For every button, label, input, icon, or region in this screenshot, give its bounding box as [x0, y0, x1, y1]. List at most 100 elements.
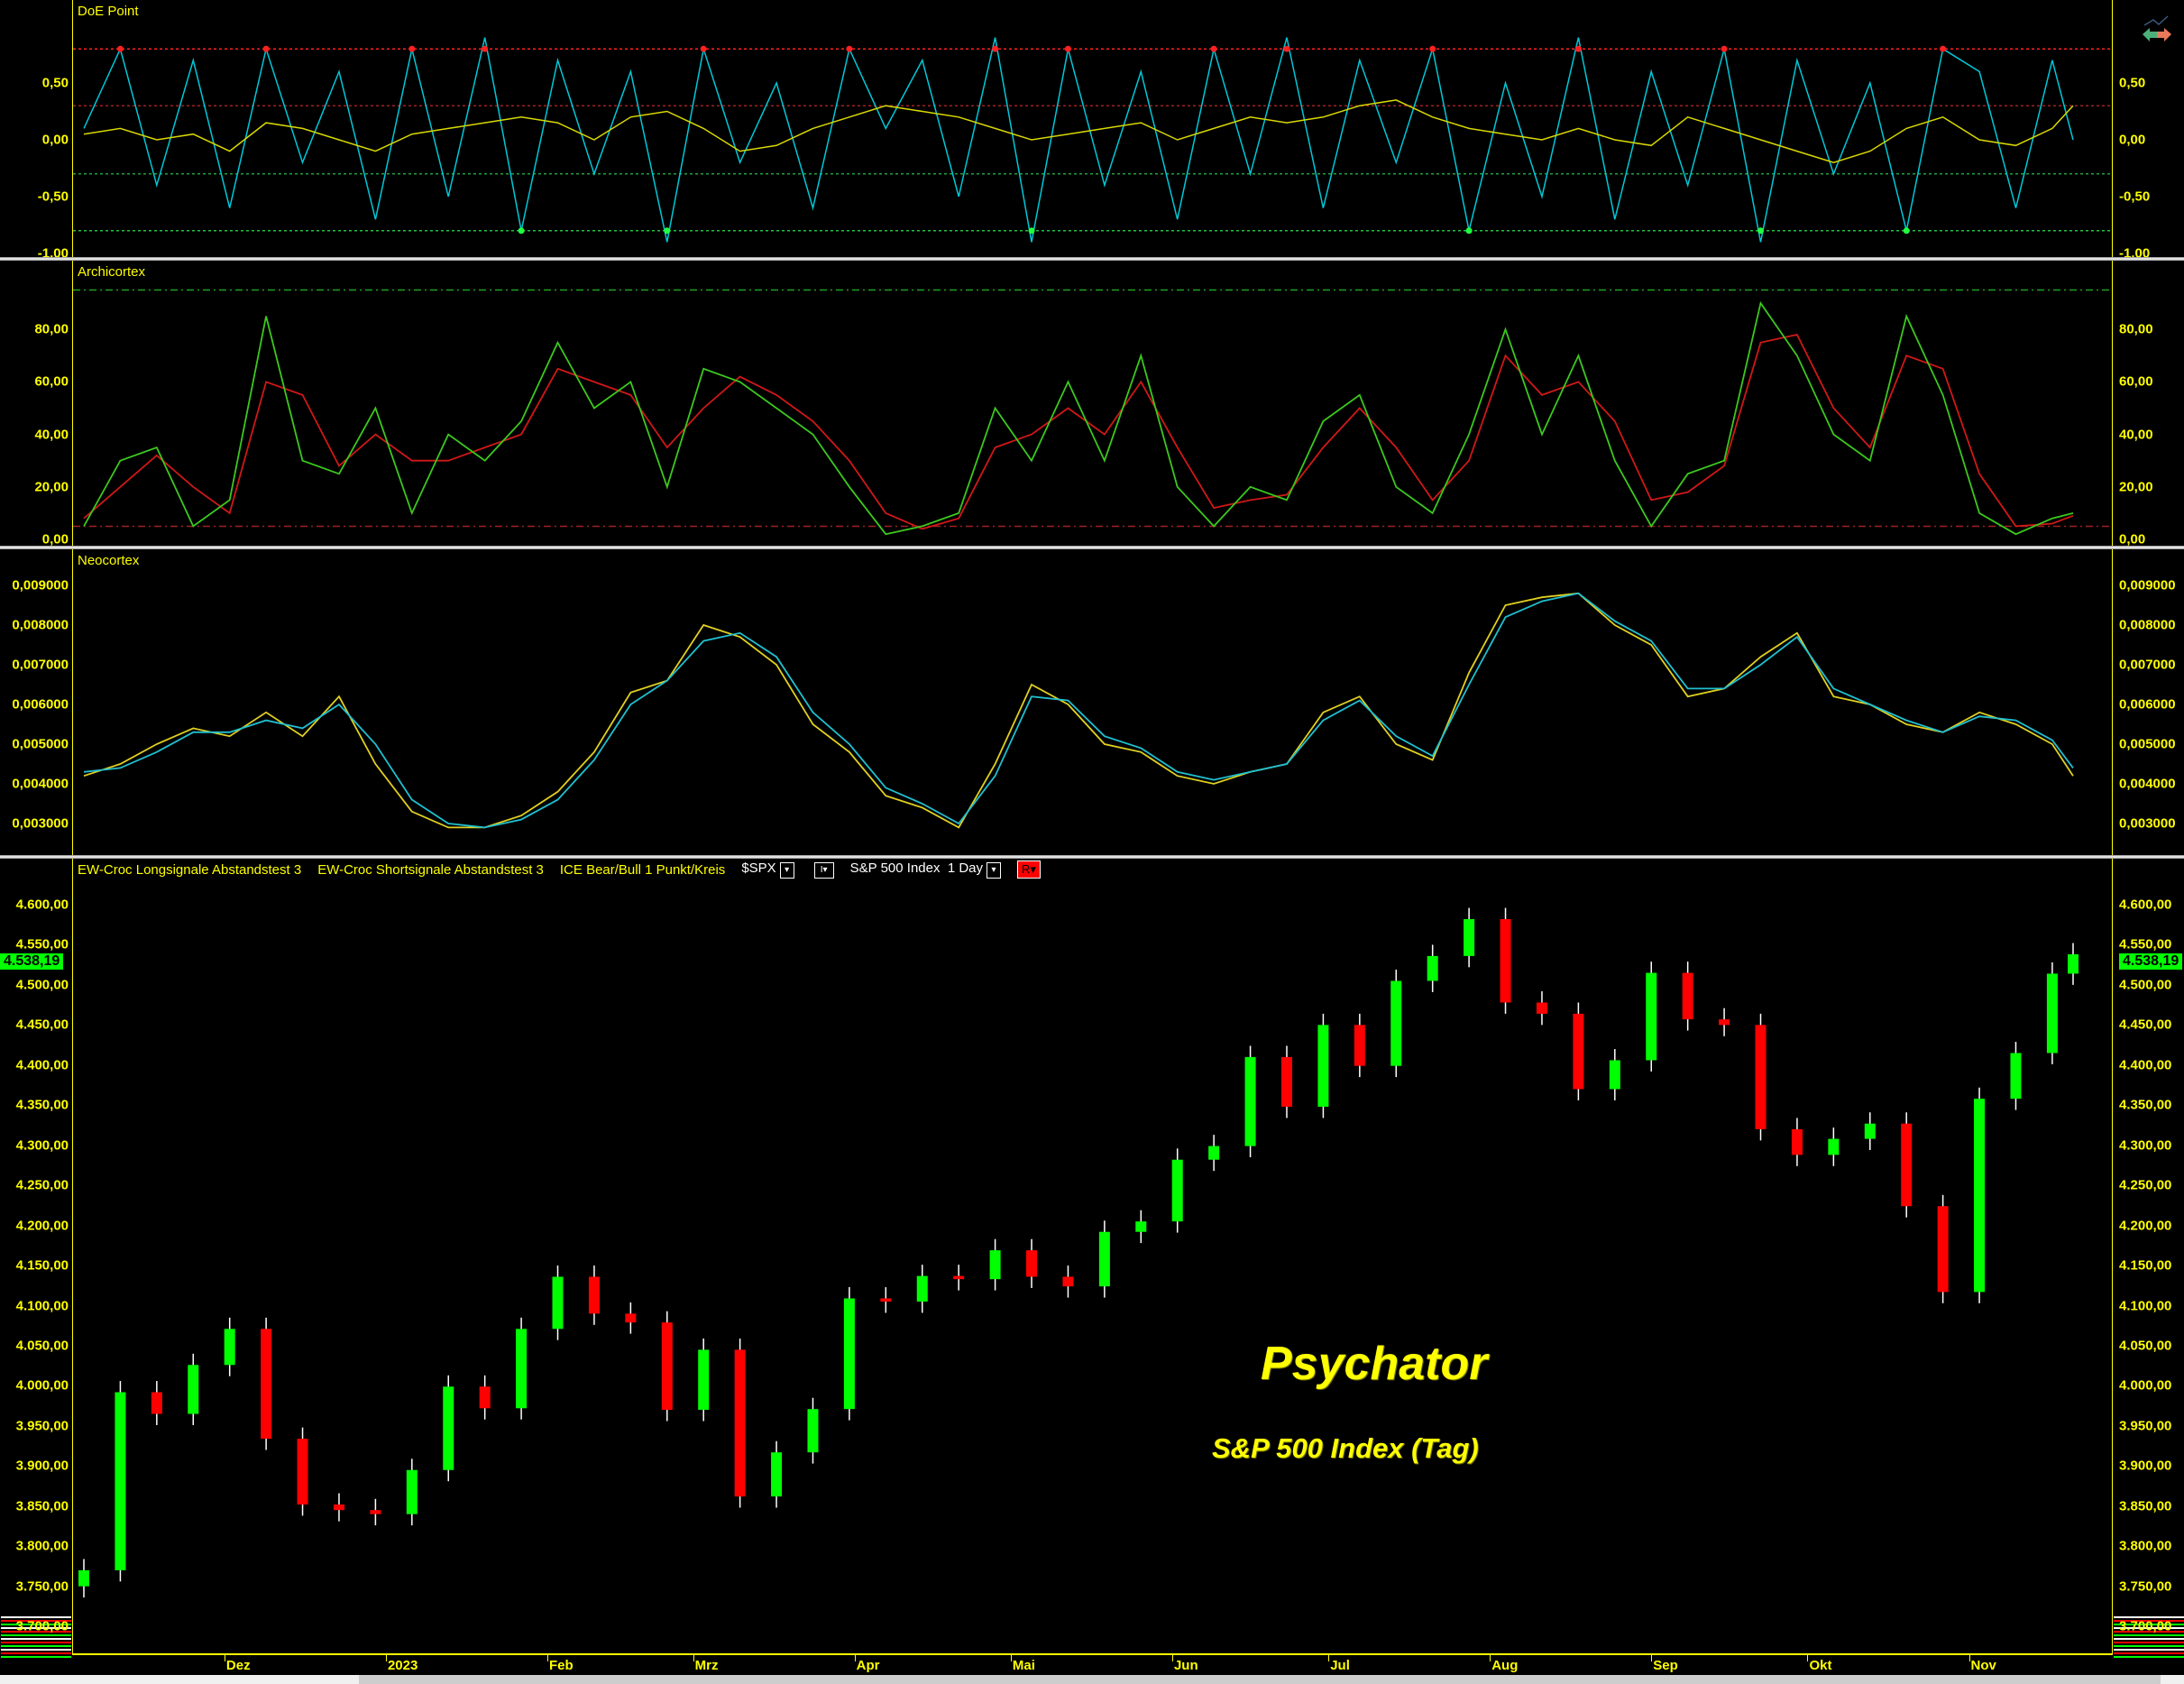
right-axis-line: [2112, 859, 2113, 1654]
candle: [880, 1287, 892, 1313]
y-tick-label: 4.100,00: [2119, 1298, 2172, 1313]
candle: [1937, 1194, 1949, 1303]
signal-dot: [116, 45, 124, 52]
right-status-stack: [2114, 1616, 2184, 1658]
x-tick-label: Okt: [1809, 1658, 1832, 1673]
panel-title: DoE Point: [78, 4, 139, 19]
x-tick: [1968, 1654, 1970, 1661]
archicortex-panel: Archicortex 0,00 0,00 20,00 20,00 40,00 40,00…: [0, 261, 2184, 548]
x-tick: [1010, 1654, 1012, 1661]
candle: [588, 1265, 600, 1325]
legend-long-signals[interactable]: EW-Croc Longsignale Abstandstest 3: [78, 861, 302, 878]
x-tick: [385, 1654, 387, 1661]
left-axis-line: [72, 0, 73, 257]
candle: [1609, 1049, 1620, 1100]
panel-title: Neocortex: [78, 553, 140, 568]
candle: [1317, 1013, 1329, 1118]
candle: [1864, 1112, 1876, 1151]
horizontal-scrollbar[interactable]: [0, 1675, 2184, 1684]
y-tick-label: 3.950,00: [2119, 1418, 2172, 1434]
signal-dot: [1283, 45, 1290, 52]
candle: [1208, 1135, 1220, 1172]
price-panel: EW-Croc Longsignale Abstandstest 3 EW-Cr…: [0, 859, 2184, 1658]
y-tick-label: 4.050,00: [15, 1338, 69, 1354]
y-tick-label: 4.000,00: [15, 1377, 69, 1394]
y-tick-label: 0,008000: [12, 617, 69, 633]
instrument-name: S&P 500 Index: [849, 860, 941, 876]
candle: [1646, 962, 1657, 1072]
y-tick-label: 20,00: [2119, 479, 2153, 495]
y-tick-label: 4.150,00: [15, 1257, 69, 1274]
y-tick-label: 4.250,00: [15, 1177, 69, 1193]
candle: [1719, 1008, 1730, 1036]
candle: [1755, 1013, 1766, 1141]
candle: [1098, 1220, 1110, 1298]
chart-style-label: I: [820, 865, 823, 875]
r-button[interactable]: R▾: [1017, 860, 1041, 879]
candle: [1500, 907, 1511, 1014]
y-tick-label: 3.900,00: [15, 1458, 69, 1474]
indicator-toggle-icon[interactable]: [2141, 14, 2177, 45]
candle: [771, 1440, 783, 1508]
candle: [552, 1265, 564, 1340]
scrollbar-thumb[interactable]: [359, 1675, 2161, 1684]
x-tick-label: 2023: [387, 1658, 418, 1673]
candle: [1974, 1087, 1986, 1303]
candle: [1464, 907, 1475, 968]
chart-style-dropdown[interactable]: I▾: [813, 862, 834, 879]
x-tick: [1490, 1654, 1491, 1661]
y-tick-label: 4.100,00: [15, 1298, 69, 1313]
candle: [1280, 1045, 1292, 1118]
candle: [843, 1287, 855, 1421]
signal-dot: [1721, 45, 1728, 52]
y-tick-label: 4.350,00: [2119, 1097, 2172, 1113]
y-tick-label: 20,00: [34, 479, 69, 495]
signal-dot: [408, 45, 416, 52]
candle: [1573, 1002, 1584, 1100]
y-tick-label: 3.750,00: [2119, 1578, 2172, 1595]
plot-area: [83, 592, 2074, 829]
brand-title: Psychator: [1261, 1338, 1488, 1390]
legend-short-signals[interactable]: EW-Croc Shortsignale Abstandstest 3: [317, 861, 544, 878]
y-tick-label: 3.700,00: [15, 1618, 69, 1634]
y-tick-label: 0,004000: [2119, 776, 2176, 792]
symbol-dropdown[interactable]: ▾: [779, 862, 794, 879]
interval-dropdown[interactable]: ▾: [986, 862, 1002, 879]
y-tick-label: 0,50: [2119, 75, 2146, 91]
candle: [1682, 962, 1693, 1031]
candle: [479, 1375, 491, 1420]
y-tick-label: 0,006000: [12, 696, 69, 713]
y-tick-label: 0,007000: [12, 657, 69, 673]
panel-divider[interactable]: [0, 546, 2184, 549]
candle: [953, 1265, 965, 1291]
y-tick-label: 0,009000: [2119, 577, 2176, 594]
y-tick-label: 3.850,00: [2119, 1498, 2172, 1514]
y-tick-label: 3.800,00: [2119, 1538, 2172, 1554]
right-axis-line: [2112, 0, 2113, 257]
symbol-label[interactable]: $SPX: [741, 860, 776, 876]
signal-dot: [1429, 45, 1436, 52]
candle: [370, 1498, 381, 1526]
left-axis-line: [72, 549, 73, 855]
left-status-stack: [1, 1616, 71, 1658]
candle: [661, 1311, 673, 1422]
brand-subtitle: S&P 500 Index (Tag): [1212, 1432, 1479, 1464]
x-tick-label: Mrz: [694, 1658, 719, 1673]
left-axis-line: [72, 859, 73, 1654]
neocortex-panel: Neocortex 0,003000 0,003000 0,004000 0,0040…: [0, 549, 2184, 855]
y-tick-label: 3.700,00: [2119, 1618, 2172, 1634]
candle: [297, 1427, 308, 1516]
y-tick-label: 0,00: [2119, 132, 2146, 148]
legend-ice-bear-bull[interactable]: ICE Bear/Bull 1 Punkt/Kreis: [559, 861, 726, 878]
y-tick-label: 0,005000: [12, 736, 69, 752]
x-tick-label: Jun: [1173, 1658, 1198, 1673]
signal-dot: [1757, 227, 1765, 235]
candle: [698, 1338, 710, 1422]
y-tick-label: 80,00: [34, 321, 69, 337]
plot-area: [78, 907, 2078, 1598]
y-tick-label: 0,008000: [2119, 617, 2176, 633]
panel-divider[interactable]: [0, 257, 2184, 261]
y-tick-label: 4.150,00: [2119, 1257, 2172, 1274]
y-tick-label: 4.200,00: [2119, 1218, 2172, 1234]
panel-divider[interactable]: [0, 855, 2184, 859]
